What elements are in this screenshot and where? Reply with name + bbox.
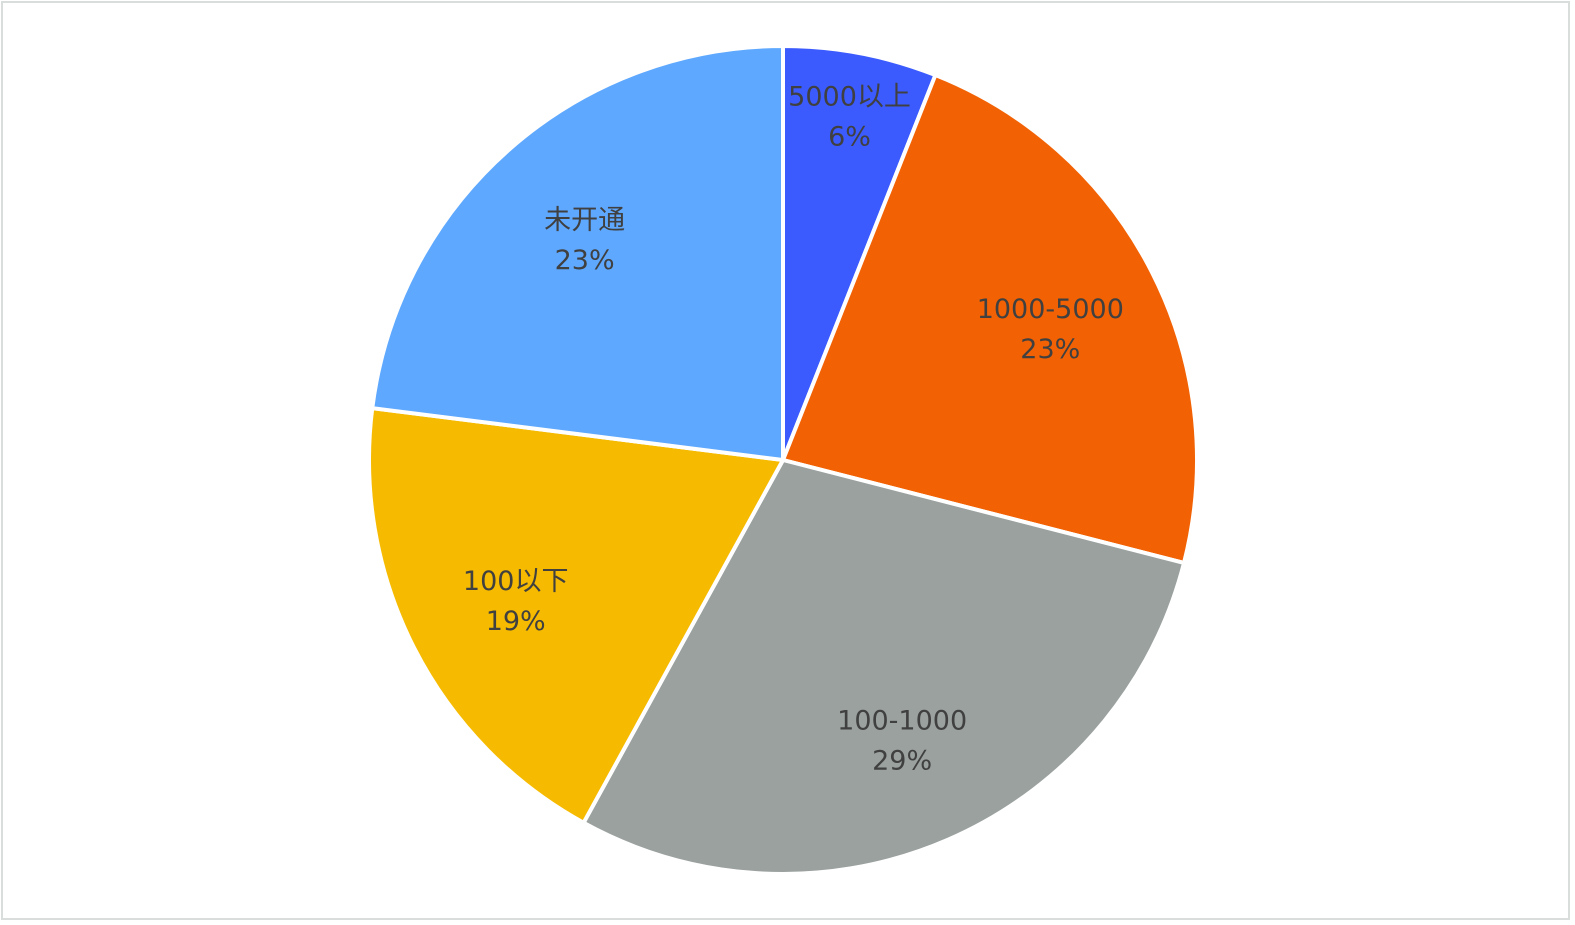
slice-category-label-0: 5000以上 xyxy=(788,81,911,112)
pie-slice-2 xyxy=(581,458,1186,876)
slice-percent-label-2: 29% xyxy=(872,745,932,776)
pie-slice-3 xyxy=(367,406,785,825)
pie-slice-0 xyxy=(781,44,938,462)
pie-labels: 5000以上 6% 1000-5000 23% 100-1000 29% 100以下 19% 未… xyxy=(463,81,1124,776)
slice-category-label-2: 100-1000 xyxy=(837,705,967,736)
pie-slices xyxy=(367,44,1199,876)
slice-category-label-1: 1000-5000 xyxy=(977,294,1124,325)
slice-percent-label-1: 23% xyxy=(1020,334,1080,365)
slice-percent-label-3: 19% xyxy=(486,606,546,637)
slice-category-label-3: 100以下 xyxy=(463,566,569,597)
pie-slice-4 xyxy=(370,44,785,462)
slice-percent-label-4: 23% xyxy=(555,245,615,276)
slice-percent-label-0: 6% xyxy=(828,121,871,152)
slice-category-label-4: 未开通 xyxy=(544,205,625,236)
pie-slice-1 xyxy=(781,73,1199,565)
